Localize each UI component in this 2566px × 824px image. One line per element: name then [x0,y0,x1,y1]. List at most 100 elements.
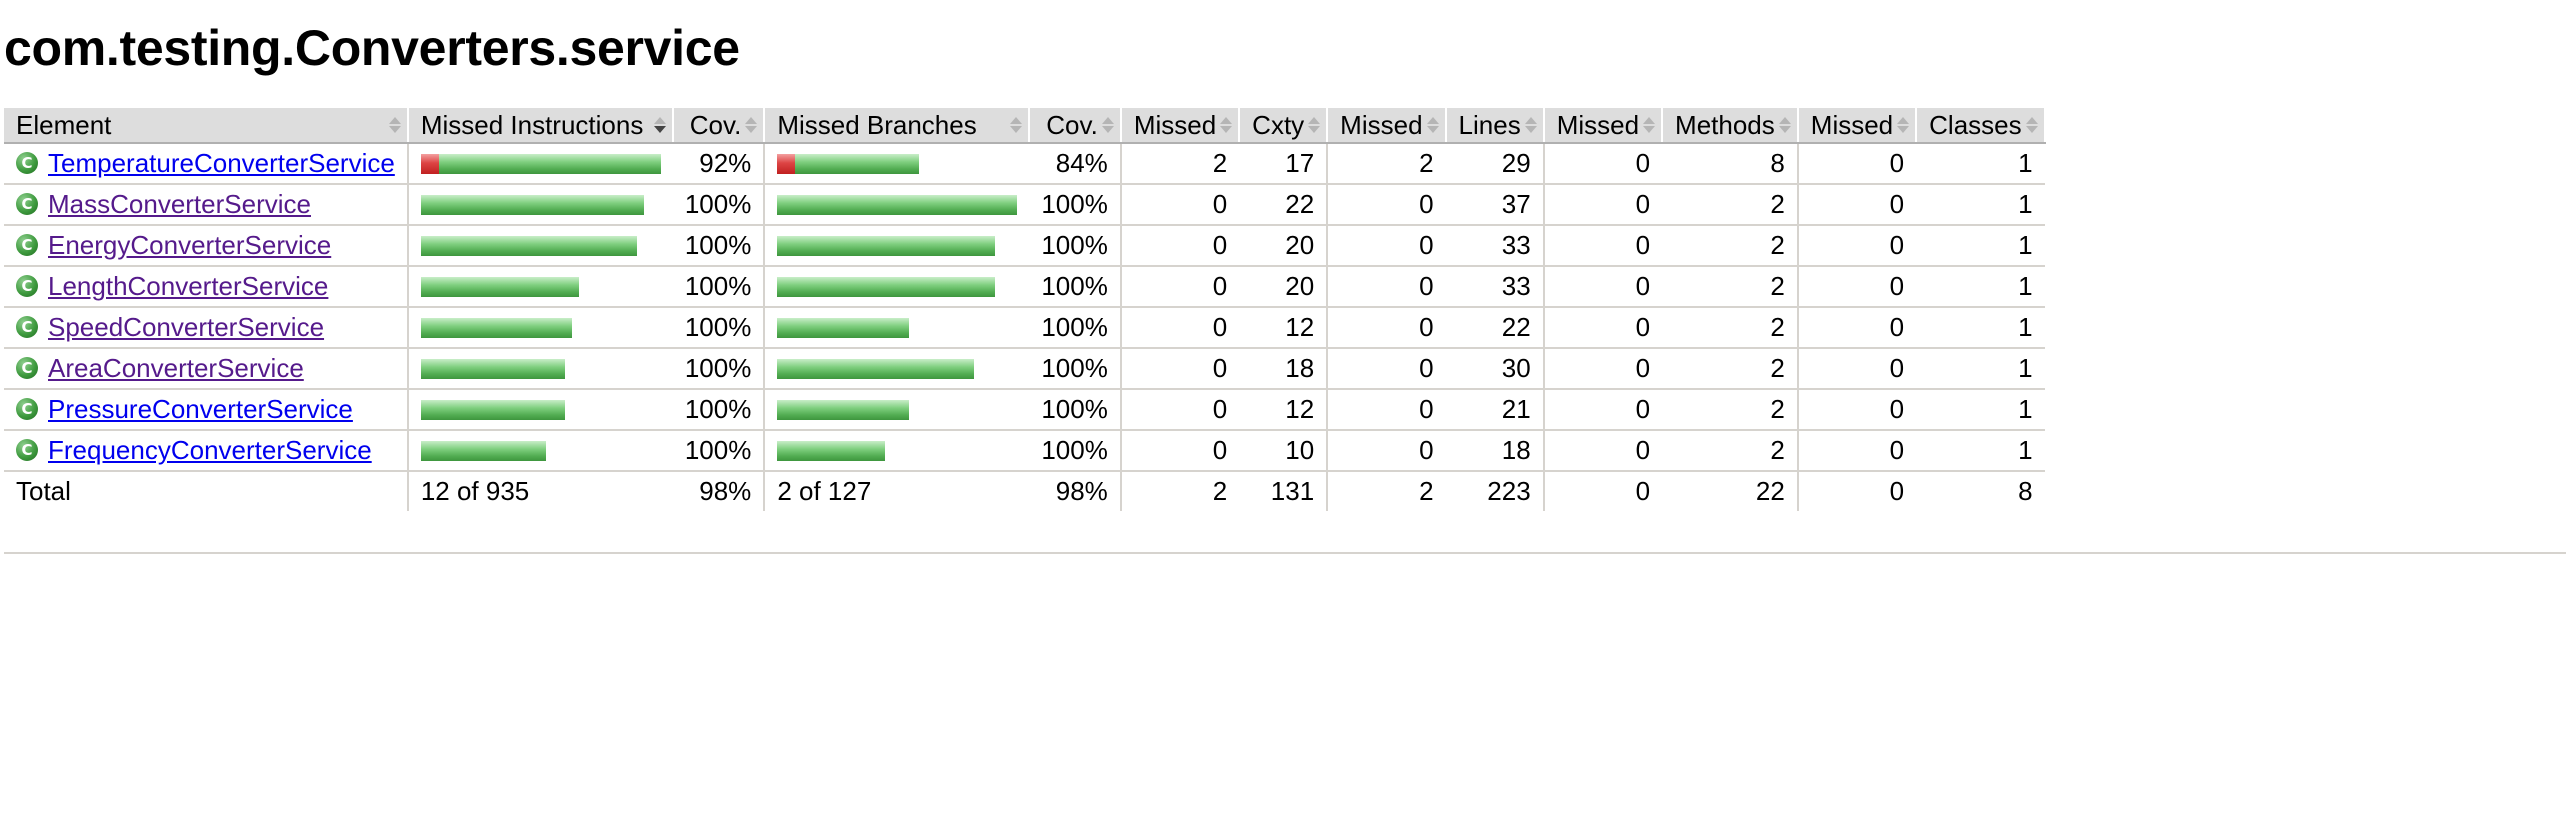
class-link[interactable]: AreaConverterService [48,353,304,383]
instructions-coverage: 100% [672,184,765,226]
class-icon [16,398,38,421]
sort-arrows-icon [1308,117,1321,133]
instructions-bar-cell [406,266,673,308]
class-icon [16,234,38,257]
column-header-cxty-missed[interactable]: Missed [1119,108,1241,144]
column-header-methods-missed[interactable]: Missed [1542,108,1664,144]
column-header-lines-missed[interactable]: Missed [1326,108,1447,144]
total-classes-missed: 0 [1796,471,1917,511]
covered-bar-segment [777,359,975,380]
covered-bar-segment [777,400,910,421]
covered-bar-segment [777,236,996,257]
branches-bar [777,318,1017,339]
methods: 2 [1662,184,1798,226]
table-header: Element Missed Instructions Cov. Missed Bra… [4,108,2046,144]
class-icon [16,357,38,380]
lines: 30 [1445,348,1544,390]
column-header-label: Classes [1929,109,2022,140]
element-cell: TemperatureConverterService [4,143,408,185]
classes-missed: 0 [1796,225,1917,267]
class-link[interactable]: EnergyConverterService [48,230,332,260]
cxty-missed: 0 [1119,266,1240,308]
classes-missed: 0 [1796,307,1917,349]
class-link[interactable]: SpeedConverterService [48,312,325,342]
instructions-coverage: 100% [672,348,765,390]
sort-arrows-icon [1010,117,1023,133]
cxty-missed: 0 [1119,430,1240,472]
column-header-branches-cov[interactable]: Cov. [1029,108,1122,144]
page-title: com.testing.Converters.service [4,20,740,76]
class-link[interactable]: PressureConverterService [48,394,353,424]
covered-bar-segment [420,441,546,462]
lines-missed: 0 [1326,225,1446,267]
class-link[interactable]: LengthConverterService [48,271,329,301]
instructions-bar [420,277,661,298]
total-lines-missed: 2 [1326,471,1446,511]
class-icon [16,439,38,462]
sort-arrows-icon [1426,117,1439,133]
table-row: FrequencyConverterService100%100%0100180… [4,430,2045,472]
lines-missed: 2 [1326,143,1446,185]
column-header-classes[interactable]: Classes [1916,108,2046,144]
instructions-bar [420,400,661,421]
classes: 1 [1916,184,2045,226]
branches-bar [777,277,1017,298]
cxty: 18 [1239,348,1328,390]
covered-bar-segment [777,318,910,339]
lines-missed: 0 [1326,348,1446,390]
column-header-label: Missed [1133,109,1217,140]
methods-missed: 0 [1542,225,1663,267]
branches-coverage: 84% [1029,143,1121,185]
class-icon [16,316,38,339]
class-link[interactable]: FrequencyConverterService [48,435,372,465]
sort-arrows-icon [388,117,401,133]
lines: 18 [1445,430,1544,472]
cxty: 20 [1239,266,1328,308]
classes: 1 [1916,389,2045,431]
instructions-coverage: 100% [672,225,765,267]
column-header-lines[interactable]: Lines [1445,108,1545,144]
branches-coverage: 100% [1029,430,1121,472]
class-link[interactable]: MassConverterService [48,189,311,219]
sort-arrows-icon [653,117,666,133]
column-header-methods[interactable]: Methods [1662,108,1799,144]
branches-bar [777,195,1018,216]
column-header-missed-branches[interactable]: Missed Branches [763,108,1031,144]
sort-arrows-icon [1101,117,1114,133]
column-header-label: Missed [1810,109,1894,140]
branches-bar-cell [763,307,1030,349]
classes-missed: 0 [1796,389,1917,431]
sort-arrows-icon [1778,117,1791,133]
column-header-element[interactable]: Element [4,108,409,144]
table-footer: Total 12 of 935 98% 2 of 127 98% 2 131 2… [4,471,2045,511]
column-header-instructions-cov[interactable]: Cov. [672,108,766,144]
class-icon [16,152,38,175]
methods-missed: 0 [1542,430,1663,472]
total-lines: 223 [1487,476,1531,506]
column-header-classes-missed[interactable]: Missed [1796,108,1918,144]
covered-bar-segment [420,236,637,257]
class-link[interactable]: TemperatureConverterService [48,148,395,178]
methods-missed: 0 [1542,184,1663,226]
sort-arrows-icon [1524,117,1537,133]
branches-coverage: 100% [1029,348,1121,390]
classes-missed: 0 [1796,184,1917,226]
missed-bar-segment [777,154,796,175]
instructions-bar-cell [406,307,673,349]
branches-bar-cell [763,225,1030,267]
column-header-cxty[interactable]: Cxty [1239,108,1329,144]
column-header-missed-instructions[interactable]: Missed Instructions [406,108,674,144]
cxty: 12 [1239,389,1328,431]
methods-missed: 0 [1542,266,1663,308]
methods: 2 [1662,307,1798,349]
branches-bar-cell [763,184,1030,226]
total-cxty-missed: 2 [1119,471,1240,511]
element-cell: LengthConverterService [4,266,408,308]
total-row: Total 12 of 935 98% 2 of 127 98% 2 131 2… [4,471,2045,511]
classes-missed: 0 [1796,348,1917,390]
instructions-bar [420,195,661,216]
instructions-coverage: 100% [672,307,765,349]
